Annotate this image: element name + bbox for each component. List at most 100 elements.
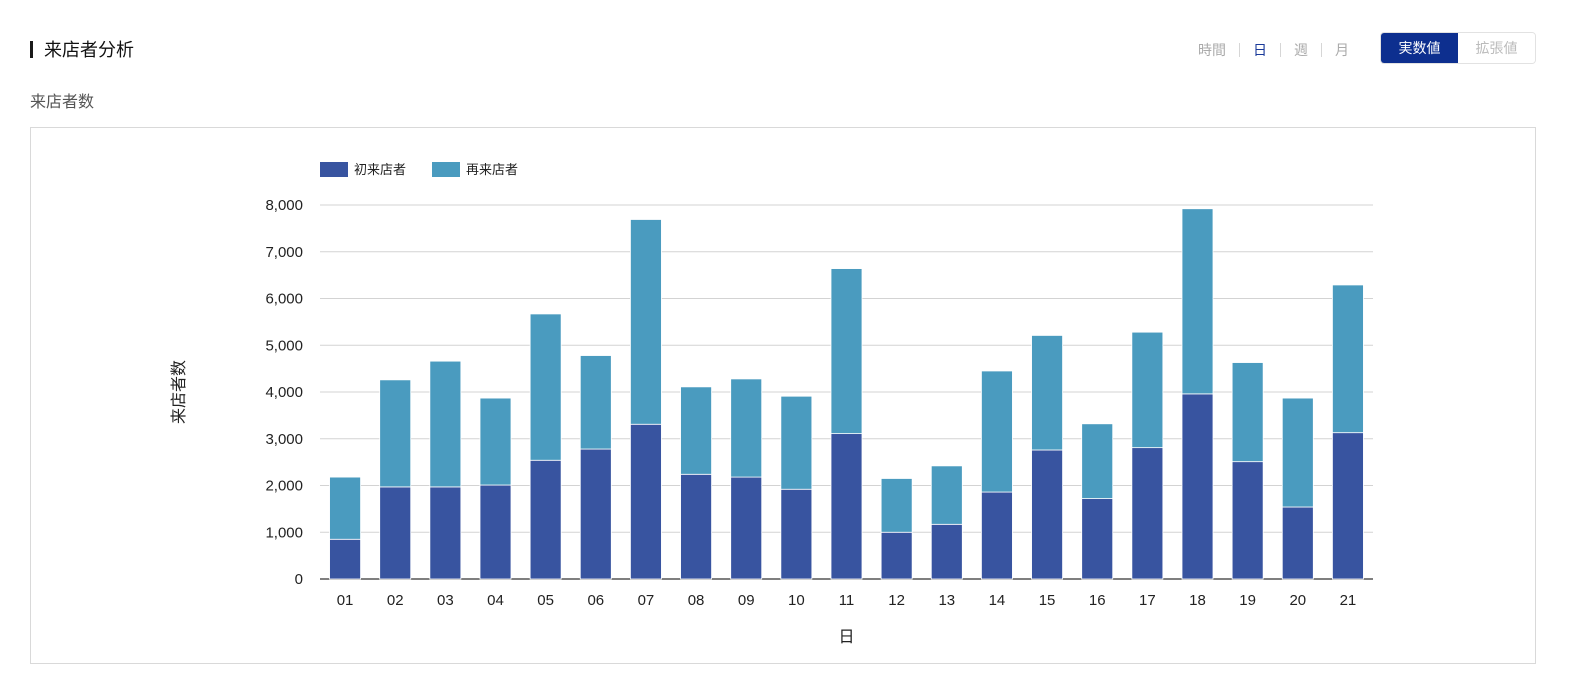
x-tick-label: 12 <box>888 592 905 609</box>
bar-first-visit <box>1231 461 1264 580</box>
bar-repeat-visit <box>880 478 913 533</box>
bar-repeat-visit <box>930 465 963 525</box>
bar-first-visit <box>680 473 712 580</box>
x-tick-label: 21 <box>1340 592 1357 609</box>
bar-repeat-visit <box>479 397 512 486</box>
bar-repeat-visit <box>529 313 562 461</box>
section-subtitle: 来店者数 <box>30 94 95 111</box>
bar-first-visit <box>479 484 512 580</box>
x-tick-label: 20 <box>1289 592 1306 609</box>
bar-repeat-visit <box>981 370 1013 493</box>
bar-repeat-visit <box>579 355 612 450</box>
x-tick-label: 09 <box>738 592 755 609</box>
y-axis-title: 来店者数 <box>170 360 188 424</box>
legend-item-first-visit: 初来店者 <box>320 162 406 177</box>
bar-repeat-visit <box>1081 423 1114 499</box>
x-tick-label: 01 <box>337 592 354 609</box>
tab-month[interactable]: 月 <box>1335 42 1349 58</box>
bar-repeat-visit <box>1332 284 1364 434</box>
bar-first-visit <box>730 476 763 580</box>
bar-first-visit <box>780 488 813 580</box>
bar-first-visit <box>880 531 913 580</box>
bar-first-visit <box>930 523 963 580</box>
tab-divider <box>1239 43 1240 57</box>
legend-label: 初来店者 <box>354 162 406 177</box>
bar-first-visit <box>1281 506 1314 580</box>
bar-first-visit <box>529 459 562 580</box>
y-tick-label: 8,000 <box>265 197 303 214</box>
bar-first-visit <box>1332 432 1364 580</box>
bar-repeat-visit <box>1031 335 1063 451</box>
bar-repeat-visit <box>429 360 462 488</box>
bar-first-visit <box>429 486 462 580</box>
y-tick-label: 6,000 <box>265 291 303 308</box>
bar-repeat-visit <box>1231 362 1264 463</box>
y-tick-label: 2,000 <box>265 478 303 495</box>
legend-item-repeat-visit: 再来店者 <box>432 162 518 177</box>
value-mode-toggle: 実数値 拡張値 <box>1380 32 1536 64</box>
chart-card: 0 1,000 2,000 3,000 4,000 5,000 6,000 7,000 8,00… <box>30 127 1536 664</box>
axes: 0 1,000 2,000 3,000 4,000 5,000 6,000 7,000 8,00… <box>170 197 1356 646</box>
chart-legend: 初来店者 再来店者 <box>320 162 518 177</box>
x-tick-label: 17 <box>1139 592 1156 609</box>
bar-first-visit <box>1181 393 1214 580</box>
bar-repeat-visit <box>830 268 863 435</box>
x-tick-label: 06 <box>587 592 604 609</box>
y-tick-label: 7,000 <box>265 244 303 261</box>
y-tick-label: 4,000 <box>265 384 303 401</box>
x-tick-label: 16 <box>1089 592 1106 609</box>
x-tick-label: 15 <box>1039 592 1056 609</box>
period-tabs: 時間 日 週 月 <box>1185 38 1362 62</box>
bar-first-visit <box>329 538 361 580</box>
x-tick-label: 05 <box>537 592 554 609</box>
page-title: 来店者分析 <box>30 38 134 60</box>
bar-repeat-visit <box>630 219 662 425</box>
bar-series <box>329 208 1364 580</box>
page-title-text: 来店者分析 <box>44 40 134 60</box>
x-tick-label: 13 <box>938 592 955 609</box>
y-tick-label: 5,000 <box>265 337 303 354</box>
y-tick-label: 0 <box>295 571 303 588</box>
x-tick-label: 03 <box>437 592 454 609</box>
title-accent-bar <box>30 40 33 58</box>
legend-swatch <box>320 162 348 177</box>
legend-label: 再来店者 <box>466 162 518 177</box>
bar-first-visit <box>981 491 1013 580</box>
x-tick-label: 10 <box>788 592 805 609</box>
x-tick-label: 08 <box>688 592 705 609</box>
bar-first-visit <box>579 448 612 580</box>
tab-week[interactable]: 週 <box>1294 42 1308 58</box>
legend-swatch <box>432 162 460 177</box>
bar-first-visit <box>830 433 863 580</box>
bar-repeat-visit <box>1131 331 1164 449</box>
x-tick-label: 19 <box>1239 592 1256 609</box>
x-axis-title: 日 <box>838 629 854 646</box>
x-tick-label: 07 <box>638 592 655 609</box>
actual-value-button[interactable]: 実数値 <box>1381 33 1458 63</box>
bar-repeat-visit <box>1281 397 1314 508</box>
tab-divider <box>1321 43 1322 57</box>
bar-first-visit <box>1081 498 1114 580</box>
y-tick-label: 3,000 <box>265 431 303 448</box>
bar-first-visit <box>379 486 412 580</box>
x-tick-label: 04 <box>487 592 504 609</box>
bar-repeat-visit <box>780 395 813 490</box>
x-tick-label: 14 <box>989 592 1006 609</box>
x-tick-label: 11 <box>839 592 855 609</box>
bar-repeat-visit <box>379 379 412 488</box>
tab-divider <box>1280 43 1281 57</box>
bar-repeat-visit <box>680 386 712 475</box>
bar-first-visit <box>1131 447 1164 580</box>
tab-hour[interactable]: 時間 <box>1198 42 1226 58</box>
tab-day[interactable]: 日 <box>1253 42 1267 58</box>
bar-repeat-visit <box>1181 208 1214 395</box>
bar-first-visit <box>1031 449 1063 580</box>
y-tick-label: 1,000 <box>265 524 303 541</box>
extended-value-button[interactable]: 拡張値 <box>1458 33 1535 63</box>
visitor-bar-chart: 0 1,000 2,000 3,000 4,000 5,000 6,000 7,000 8,00… <box>170 162 1373 646</box>
bar-repeat-visit <box>329 476 361 540</box>
x-tick-label: 18 <box>1189 592 1206 609</box>
bar-repeat-visit <box>730 378 763 478</box>
bar-first-visit <box>630 423 662 580</box>
x-tick-label: 02 <box>387 592 404 609</box>
